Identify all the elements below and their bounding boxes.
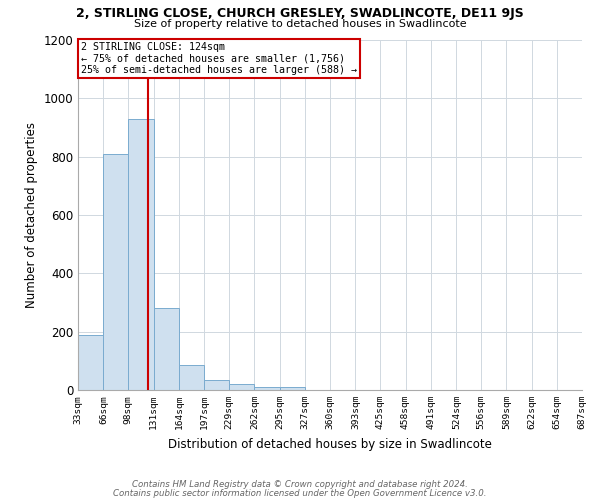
Bar <box>78 334 103 390</box>
Bar <box>179 365 205 390</box>
Text: 2 STIRLING CLOSE: 124sqm
← 75% of detached houses are smaller (1,756)
25% of sem: 2 STIRLING CLOSE: 124sqm ← 75% of detach… <box>80 42 356 75</box>
Text: 2, STIRLING CLOSE, CHURCH GRESLEY, SWADLINCOTE, DE11 9JS: 2, STIRLING CLOSE, CHURCH GRESLEY, SWADL… <box>76 8 524 20</box>
Bar <box>128 118 154 390</box>
Bar <box>103 154 128 390</box>
Text: Contains HM Land Registry data © Crown copyright and database right 2024.: Contains HM Land Registry data © Crown c… <box>132 480 468 489</box>
Y-axis label: Number of detached properties: Number of detached properties <box>25 122 38 308</box>
Text: Size of property relative to detached houses in Swadlincote: Size of property relative to detached ho… <box>134 19 466 29</box>
Bar <box>229 384 254 390</box>
Bar <box>205 380 229 390</box>
Bar <box>254 386 280 390</box>
Bar <box>154 308 179 390</box>
Bar <box>280 387 305 390</box>
Text: Contains public sector information licensed under the Open Government Licence v3: Contains public sector information licen… <box>113 488 487 498</box>
X-axis label: Distribution of detached houses by size in Swadlincote: Distribution of detached houses by size … <box>168 438 492 450</box>
